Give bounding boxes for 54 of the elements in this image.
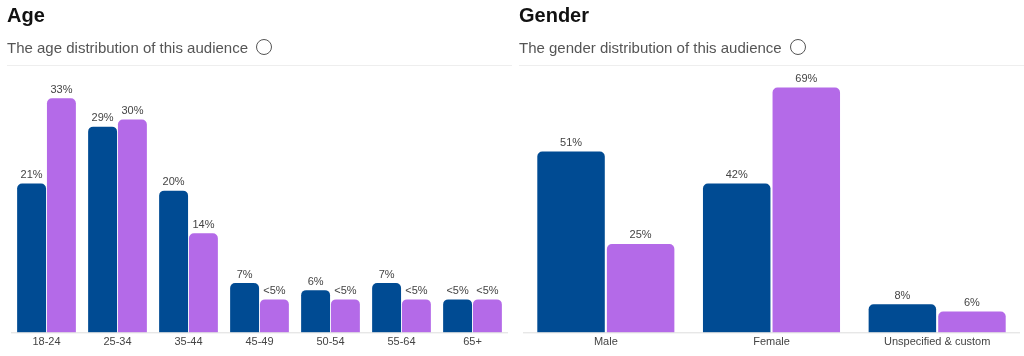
bar — [472, 299, 502, 333]
data-label: 20% — [162, 175, 185, 188]
x-tick-label: 18-24 — [32, 335, 61, 348]
data-label: <5% — [476, 283, 499, 296]
bar — [401, 299, 431, 333]
data-label: 7% — [236, 267, 253, 280]
data-label: 7% — [378, 267, 395, 280]
bar — [46, 98, 76, 333]
chart-subtitle: The age distribution of this audience — [7, 38, 248, 56]
x-tick-label: Female — [753, 335, 790, 348]
data-label: 8% — [894, 288, 911, 301]
bar — [772, 87, 841, 333]
bar — [443, 299, 473, 333]
x-tick-label: 55-64 — [387, 335, 416, 348]
data-label: <5% — [446, 283, 469, 296]
x-tick-label: 65+ — [463, 335, 482, 348]
chart-subtitle: The gender distribution of this audience — [519, 38, 782, 56]
x-tick-label: Male — [593, 335, 618, 348]
x-tick-label: 50-54 — [316, 335, 345, 348]
bar — [230, 283, 260, 333]
bar — [702, 183, 771, 333]
bar — [301, 290, 331, 333]
chart-title: Age — [7, 4, 46, 28]
bar — [17, 183, 47, 333]
bar — [330, 299, 360, 333]
data-label: 21% — [20, 168, 43, 181]
bar — [606, 243, 675, 333]
bar — [159, 190, 189, 333]
data-label: 14% — [192, 217, 215, 230]
bar — [868, 304, 937, 333]
x-tick-label: 25-34 — [103, 335, 132, 348]
bar — [938, 311, 1006, 333]
data-label: 33% — [50, 82, 73, 95]
data-label: 42% — [725, 168, 748, 181]
data-label: 25% — [629, 228, 652, 241]
bar — [117, 119, 147, 333]
bar — [88, 126, 118, 333]
data-label: <5% — [405, 283, 428, 296]
bar — [372, 283, 402, 333]
data-label: 29% — [91, 111, 114, 124]
data-label: <5% — [263, 283, 286, 296]
bar — [188, 233, 218, 333]
data-label: 69% — [795, 72, 818, 85]
data-label: 30% — [121, 104, 144, 117]
data-label: <5% — [334, 283, 357, 296]
x-tick-label: 35-44 — [174, 335, 203, 348]
chart-title: Gender — [519, 4, 591, 28]
data-label: 6% — [307, 274, 324, 287]
x-tick-label: 45-49 — [245, 335, 274, 348]
data-label: 51% — [560, 136, 583, 149]
x-tick-label: Unspecified & custom — [883, 335, 991, 348]
bar — [537, 151, 605, 333]
bar — [259, 299, 289, 333]
data-label: 6% — [964, 296, 981, 309]
